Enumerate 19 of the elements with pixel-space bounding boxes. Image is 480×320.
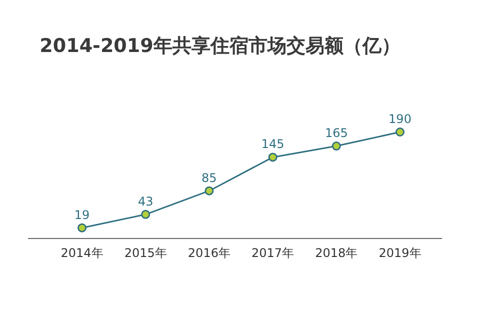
point	[78, 223, 86, 232]
chart-title: 2014-2019年共享住宿市场交易额（亿）	[40, 35, 400, 57]
point	[268, 152, 278, 162]
x-tick-label: 2014年	[60, 246, 104, 260]
point	[204, 186, 214, 196]
data-label: 165	[324, 126, 348, 140]
data-label: 43	[138, 194, 154, 208]
x-tick-label: 2016年	[188, 246, 230, 260]
x-tick-label: 2018年	[315, 246, 358, 260]
data-label: 85	[202, 170, 217, 185]
point	[396, 127, 404, 136]
data-label: 190	[388, 112, 412, 126]
data-label: 19	[74, 208, 90, 222]
point	[332, 142, 341, 151]
x-tick-label: 2017年	[252, 246, 294, 260]
x-tick-label: 2015年	[124, 246, 167, 260]
x-tick-label: 2019年	[378, 246, 422, 260]
point	[141, 210, 150, 219]
data-label: 145	[261, 137, 284, 152]
